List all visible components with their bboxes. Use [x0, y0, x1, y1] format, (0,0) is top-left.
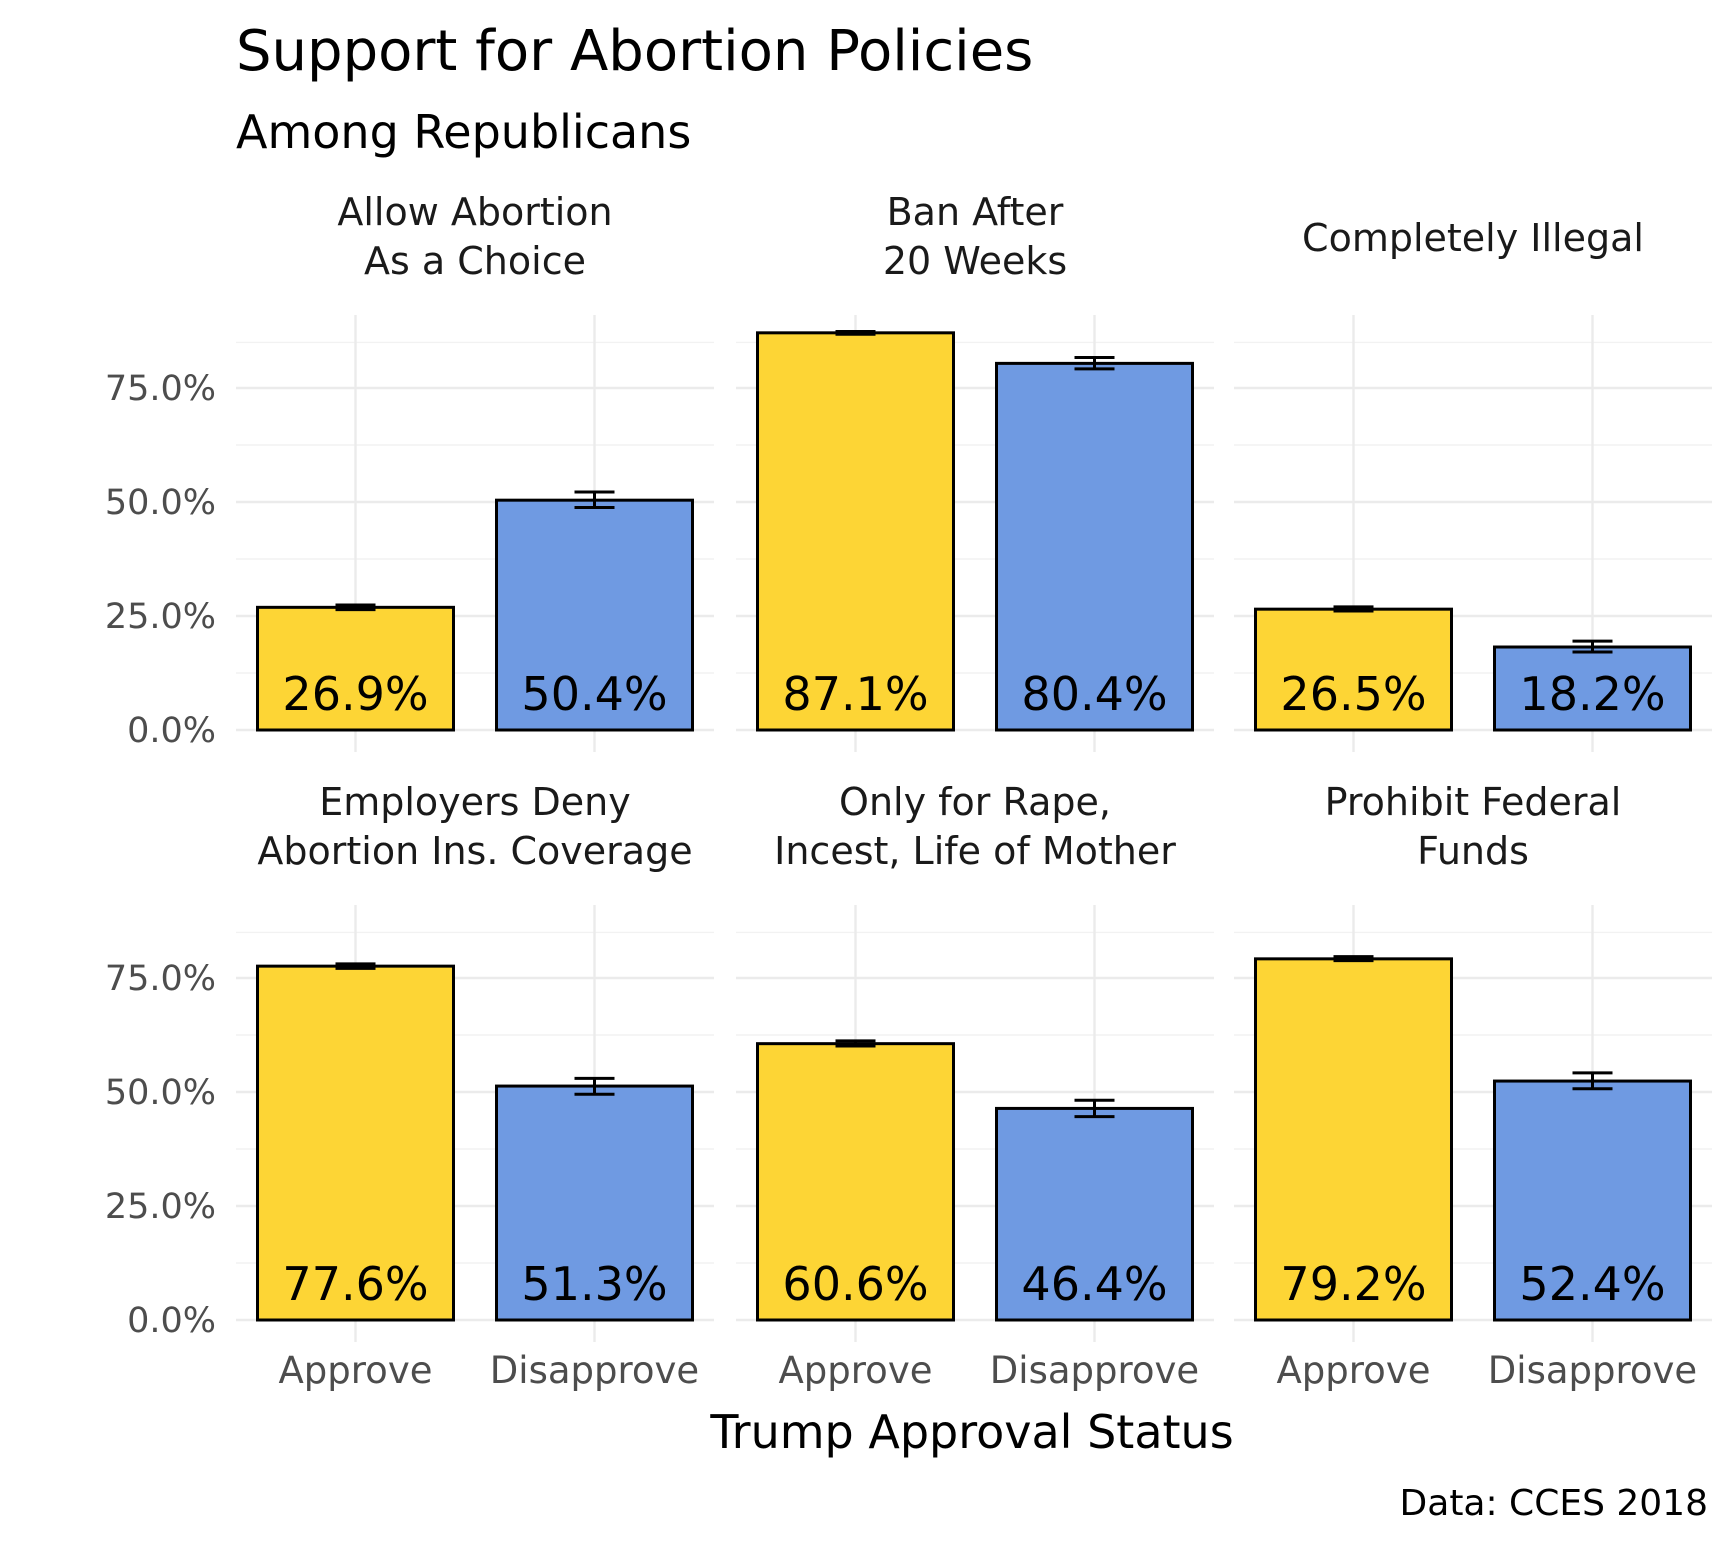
error-bar: [1572, 639, 1613, 654]
y-tick-label: 25.0%: [105, 1187, 216, 1227]
facet-panel: Completely Illegal 26.5% 18.2%: [1234, 216, 1712, 752]
bar-value-label: 80.4%: [1021, 667, 1167, 721]
facet-title-line: Funds: [1417, 829, 1529, 873]
x-tick-label: Approve: [1277, 1349, 1431, 1392]
chart-subtitle: Among Republicans: [236, 105, 691, 159]
bar-approve: [1254, 957, 1453, 1322]
bar-approve: [256, 964, 455, 1322]
bar-value-label: 52.4%: [1519, 1257, 1665, 1311]
x-tick-label: Approve: [279, 1349, 433, 1392]
caption: Data: CCES 2018: [1400, 1483, 1708, 1524]
facet-panel: Ban After 20 Weeks 87.1% 80.4%: [736, 190, 1214, 752]
facet-panels: Allow Abortion As a Choice 26.9% 50.4% 0.0% 2…: [105, 190, 1712, 1392]
facet-panel: Allow Abortion As a Choice 26.9% 50.4% 0.0% 2…: [105, 190, 714, 752]
error-bar: [1074, 1098, 1115, 1119]
facet-panel: Prohibit Federal Funds 79.2% 52.4% Approve Di…: [1234, 780, 1712, 1392]
bar-disapprove: [495, 1084, 694, 1322]
x-tick-label: Disapprove: [490, 1349, 699, 1392]
facet-title-line: Employers Deny: [319, 780, 631, 824]
chart-title: Support for Abortion Policies: [236, 19, 1033, 84]
facet-title-line: As a Choice: [364, 239, 586, 283]
x-tick-label: Disapprove: [990, 1349, 1199, 1392]
x-tick-label: Approve: [779, 1349, 933, 1392]
error-bar: [1333, 955, 1374, 963]
error-bar: [1074, 355, 1115, 371]
error-bar: [574, 490, 615, 509]
bar-value-label: 46.4%: [1021, 1257, 1167, 1311]
bar-value-label: 60.6%: [782, 1257, 928, 1311]
bar-approve: [756, 331, 955, 732]
bar-value-label: 51.3%: [521, 1257, 667, 1311]
error-bar: [335, 962, 376, 970]
error-bar: [335, 603, 376, 612]
bar-value-label: 18.2%: [1519, 667, 1665, 721]
bar-value-label: 79.2%: [1280, 1257, 1426, 1311]
error-bar: [1333, 605, 1374, 613]
bar-value-label: 87.1%: [782, 667, 928, 721]
bar-value-label: 26.9%: [282, 667, 428, 721]
facet-title-line: Incest, Life of Mother: [774, 829, 1176, 873]
bar-disapprove: [995, 361, 1194, 732]
facet-title-line: Only for Rape,: [839, 780, 1111, 824]
facet-title-line: 20 Weeks: [883, 239, 1067, 283]
bar-disapprove: [1493, 1079, 1692, 1322]
error-bar: [835, 329, 876, 336]
facet-panel: Employers Deny Abortion Ins. Coverage 77.6…: [105, 780, 714, 1392]
y-tick-label: 50.0%: [105, 1073, 216, 1113]
bar-disapprove: [495, 498, 694, 732]
y-tick-label: 75.0%: [105, 369, 216, 409]
x-tick-label: Disapprove: [1488, 1349, 1697, 1392]
facet-title-line: Abortion Ins. Coverage: [257, 829, 692, 873]
y-tick-label: 0.0%: [127, 1301, 216, 1341]
bar-value-label: 50.4%: [521, 667, 667, 721]
y-tick-label: 0.0%: [127, 711, 216, 751]
facet-panel: Only for Rape, Incest, Life of Mother 60.6…: [736, 780, 1214, 1392]
bar-value-label: 77.6%: [282, 1257, 428, 1311]
error-bar: [574, 1076, 615, 1096]
error-bar: [835, 1039, 876, 1048]
x-axis-title: Trump Approval Status: [709, 1405, 1233, 1459]
bar-value-label: 26.5%: [1280, 667, 1426, 721]
bar-disapprove: [995, 1106, 1194, 1322]
y-tick-label: 75.0%: [105, 959, 216, 999]
facet-title-line: Prohibit Federal: [1325, 780, 1622, 824]
error-bar: [1572, 1071, 1613, 1091]
facet-title: Completely Illegal: [1302, 216, 1644, 260]
facet-title-line: Ban After: [887, 190, 1064, 234]
y-tick-label: 50.0%: [105, 483, 216, 523]
bar-disapprove: [1493, 645, 1692, 732]
y-tick-label: 25.0%: [105, 597, 216, 637]
facet-title-line: Allow Abortion: [337, 190, 612, 234]
